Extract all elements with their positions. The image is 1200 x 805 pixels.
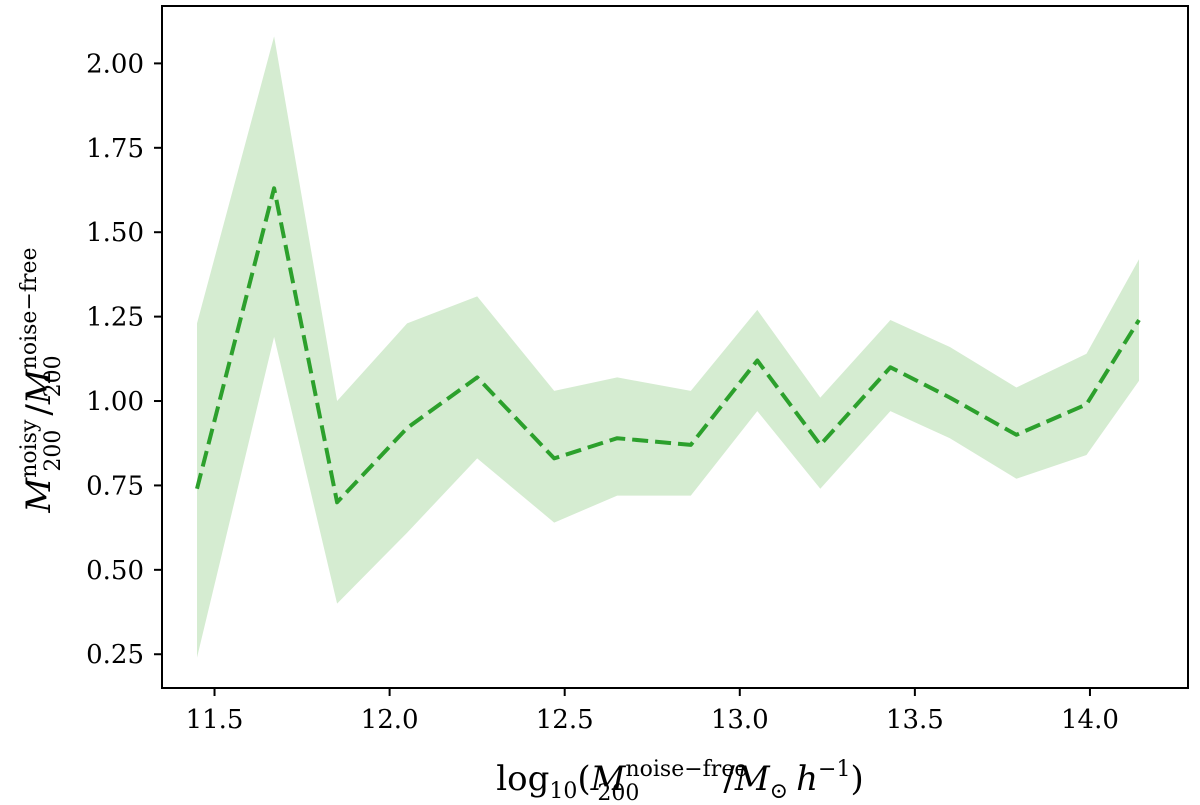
x-axis-ticks: 11.5 12.0 12.5 13.0 13.5 14.0	[186, 688, 1119, 735]
x-label-open: (	[577, 759, 590, 799]
x-tick-label: 12.0	[361, 705, 419, 735]
confidence-band	[197, 36, 1139, 658]
confidence-band-layer	[197, 36, 1139, 658]
y-label-den-sub: 200	[41, 355, 66, 397]
x-label-superscript: noise−free	[625, 757, 747, 782]
y-tick-label: 1.25	[86, 303, 144, 333]
x-label-mass-symbol: M	[734, 759, 771, 799]
x-tick-label: 12.5	[536, 705, 594, 735]
y-tick-label: 0.50	[86, 556, 144, 586]
y-label-divider: /	[19, 404, 59, 416]
y-label-den-symbol: M	[19, 368, 59, 405]
x-tick-label: 13.0	[711, 705, 769, 735]
y-label-num-sub: 200	[41, 430, 66, 472]
x-tick-label: 14.0	[1061, 705, 1119, 735]
y-tick-label: 1.75	[86, 134, 144, 164]
series-line-layer	[195, 186, 1141, 505]
x-label-h-exp: −1	[818, 757, 850, 782]
y-tick-label: 0.75	[86, 471, 144, 501]
plot-frame	[161, 5, 1189, 689]
x-label-h: h	[796, 759, 818, 799]
median-line	[195, 186, 1141, 505]
y-label-num-sup: noisy	[17, 419, 42, 478]
x-label-symbol: M	[590, 759, 627, 799]
y-axis-ticks: 0.25 0.50 0.75 1.00 1.25 1.50 1.75 2.00	[86, 49, 162, 670]
y-tick-label: 1.50	[86, 218, 144, 248]
x-label-subscript: 200	[597, 781, 639, 805]
x-tick-label: 13.5	[886, 705, 944, 735]
y-tick-label: 0.25	[86, 640, 144, 670]
x-label-prefix: log	[496, 759, 549, 799]
y-tick-label: 1.00	[86, 387, 144, 417]
x-label-log-base: 10	[549, 779, 577, 804]
x-label-mass-sub: ⊙	[770, 779, 788, 804]
x-label-close: )	[850, 759, 863, 799]
y-label-num-symbol: M	[19, 477, 59, 514]
y-tick-label: 2.00	[86, 49, 144, 79]
x-label-divider: /	[723, 759, 735, 799]
y-label-den-sup: noise−free	[17, 247, 42, 369]
x-axis-label: log10(Mnoise−free 200/M⊙ h−1)	[496, 757, 863, 805]
y-axis-label: Mnoisy200/Mnoise−free200	[17, 247, 66, 513]
x-tick-label: 11.5	[186, 705, 244, 735]
